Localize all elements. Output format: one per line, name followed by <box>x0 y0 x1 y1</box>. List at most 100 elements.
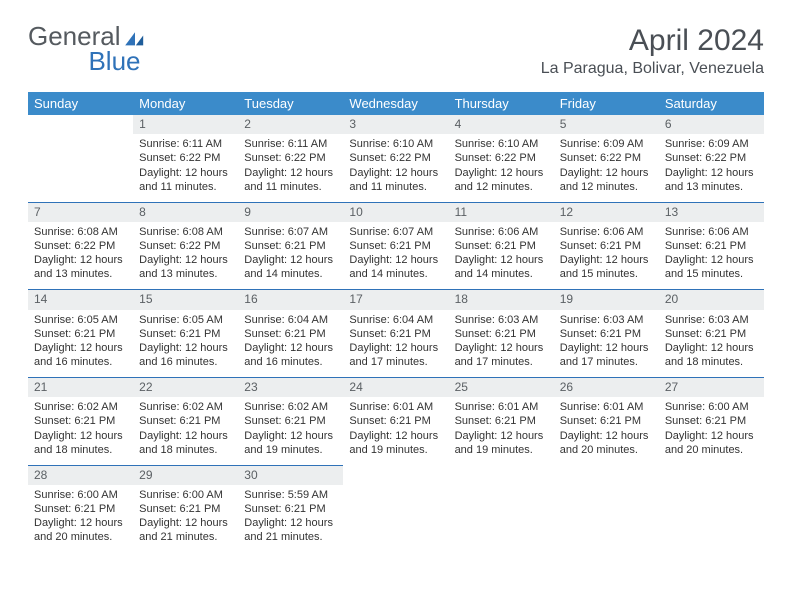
day-number: 14 <box>28 289 133 309</box>
calendar-week-row: 7Sunrise: 6:08 AMSunset: 6:22 PMDaylight… <box>28 202 764 290</box>
day-body: Sunrise: 6:04 AMSunset: 6:21 PMDaylight:… <box>238 310 343 377</box>
daylight-line: Daylight: 12 hours and 19 minutes. <box>349 429 442 457</box>
sunrise-line: Sunrise: 6:09 AM <box>665 137 758 151</box>
daylight-line: Daylight: 12 hours and 15 minutes. <box>665 253 758 281</box>
calendar-cell <box>554 465 659 553</box>
calendar-cell: 22Sunrise: 6:02 AMSunset: 6:21 PMDayligh… <box>133 377 238 465</box>
daylight-line: Daylight: 12 hours and 18 minutes. <box>665 341 758 369</box>
calendar-cell: 4 Sunrise: 6:10 AMSunset: 6:22 PMDaylight… <box>449 115 554 202</box>
day-body: Sunrise: 6:09 AMSunset: 6:22 PMDaylight:… <box>554 134 659 201</box>
sunrise-line: Sunrise: 6:01 AM <box>455 400 548 414</box>
day-body: Sunrise: 6:03 AMSunset: 6:21 PMDaylight:… <box>554 310 659 377</box>
day-body: Sunrise: 5:59 AMSunset: 6:21 PMDaylight:… <box>238 485 343 552</box>
sunrise-line: Sunrise: 6:06 AM <box>665 225 758 239</box>
sunset-line: Sunset: 6:21 PM <box>455 414 548 428</box>
day-body: Sunrise: 6:01 AMSunset: 6:21 PMDaylight:… <box>449 397 554 464</box>
daylight-line: Daylight: 12 hours and 20 minutes. <box>560 429 653 457</box>
daylight-line: Daylight: 12 hours and 13 minutes. <box>34 253 127 281</box>
sunset-line: Sunset: 6:21 PM <box>455 327 548 341</box>
sunset-line: Sunset: 6:22 PM <box>349 151 442 165</box>
sunrise-line: Sunrise: 6:04 AM <box>349 313 442 327</box>
calendar-cell <box>343 465 448 553</box>
day-body: Sunrise: 6:03 AMSunset: 6:21 PMDaylight:… <box>659 310 764 377</box>
logo-sail-icon <box>123 29 147 47</box>
calendar-cell: 1Sunrise: 6:11 AMSunset: 6:22 PMDaylight… <box>133 115 238 202</box>
day-body: Sunrise: 6:00 AMSunset: 6:21 PMDaylight:… <box>659 397 764 464</box>
sunset-line: Sunset: 6:21 PM <box>139 502 232 516</box>
daylight-line: Daylight: 12 hours and 16 minutes. <box>139 341 232 369</box>
calendar-cell: 28Sunrise: 6:00 AMSunset: 6:21 PMDayligh… <box>28 465 133 553</box>
calendar-week-row: 14Sunrise: 6:05 AMSunset: 6:21 PMDayligh… <box>28 289 764 377</box>
logo-text-general: General <box>28 24 121 49</box>
day-body: Sunrise: 6:08 AMSunset: 6:22 PMDaylight:… <box>133 222 238 289</box>
day-body: Sunrise: 6:06 AMSunset: 6:21 PMDaylight:… <box>659 222 764 289</box>
day-body: Sunrise: 6:07 AMSunset: 6:21 PMDaylight:… <box>343 222 448 289</box>
day-body: Sunrise: 6:11 AMSunset: 6:22 PMDaylight:… <box>238 134 343 201</box>
sunrise-line: Sunrise: 6:09 AM <box>560 137 653 151</box>
calendar-cell: 6Sunrise: 6:09 AMSunset: 6:22 PMDaylight… <box>659 115 764 202</box>
sunset-line: Sunset: 6:22 PM <box>455 151 548 165</box>
day-number: 4 <box>449 115 554 134</box>
day-body: Sunrise: 6:01 AMSunset: 6:21 PMDaylight:… <box>343 397 448 464</box>
daylight-line: Daylight: 12 hours and 11 minutes. <box>244 166 337 194</box>
day-number: 18 <box>449 289 554 309</box>
calendar-cell: 9Sunrise: 6:07 AMSunset: 6:21 PMDaylight… <box>238 202 343 290</box>
sunset-line: Sunset: 6:22 PM <box>244 151 337 165</box>
calendar-cell: 18Sunrise: 6:03 AMSunset: 6:21 PMDayligh… <box>449 289 554 377</box>
sunset-line: Sunset: 6:21 PM <box>139 414 232 428</box>
sunrise-line: Sunrise: 6:08 AM <box>34 225 127 239</box>
day-number: 27 <box>659 377 764 397</box>
daylight-line: Daylight: 12 hours and 18 minutes. <box>34 429 127 457</box>
daylight-line: Daylight: 12 hours and 11 minutes. <box>349 166 442 194</box>
daylight-line: Daylight: 12 hours and 11 minutes. <box>139 166 232 194</box>
day-body: Sunrise: 6:02 AMSunset: 6:21 PMDaylight:… <box>28 397 133 464</box>
calendar-cell: 19Sunrise: 6:03 AMSunset: 6:21 PMDayligh… <box>554 289 659 377</box>
calendar-cell: 24Sunrise: 6:01 AMSunset: 6:21 PMDayligh… <box>343 377 448 465</box>
daylight-line: Daylight: 12 hours and 12 minutes. <box>455 166 548 194</box>
sunrise-line: Sunrise: 6:03 AM <box>560 313 653 327</box>
daylight-line: Daylight: 12 hours and 20 minutes. <box>34 516 127 544</box>
weekday-header: Sunday <box>28 92 133 115</box>
sunrise-line: Sunrise: 6:08 AM <box>139 225 232 239</box>
sunset-line: Sunset: 6:21 PM <box>349 239 442 253</box>
sunrise-line: Sunrise: 6:07 AM <box>244 225 337 239</box>
daylight-line: Daylight: 12 hours and 21 minutes. <box>244 516 337 544</box>
logo-text-blue: Blue <box>28 49 147 74</box>
day-number: 25 <box>449 377 554 397</box>
day-body: Sunrise: 6:06 AMSunset: 6:21 PMDaylight:… <box>449 222 554 289</box>
day-body: Sunrise: 6:00 AMSunset: 6:21 PMDaylight:… <box>133 485 238 552</box>
daylight-line: Daylight: 12 hours and 21 minutes. <box>139 516 232 544</box>
day-number: 23 <box>238 377 343 397</box>
sunrise-line: Sunrise: 6:06 AM <box>560 225 653 239</box>
sunset-line: Sunset: 6:22 PM <box>665 151 758 165</box>
day-number: 1 <box>133 115 238 134</box>
day-number: 22 <box>133 377 238 397</box>
day-body: Sunrise: 6:02 AMSunset: 6:21 PMDaylight:… <box>238 397 343 464</box>
day-body: Sunrise: 6:10 AMSunset: 6:22 PMDaylight:… <box>343 134 448 201</box>
sunset-line: Sunset: 6:21 PM <box>560 414 653 428</box>
daylight-line: Daylight: 12 hours and 16 minutes. <box>244 341 337 369</box>
calendar-cell <box>28 115 133 202</box>
sunrise-line: Sunrise: 6:10 AM <box>455 137 548 151</box>
day-number: 28 <box>28 465 133 485</box>
day-number: 29 <box>133 465 238 485</box>
sunset-line: Sunset: 6:21 PM <box>139 327 232 341</box>
day-body: Sunrise: 6:01 AMSunset: 6:21 PMDaylight:… <box>554 397 659 464</box>
daylight-line: Daylight: 12 hours and 16 minutes. <box>34 341 127 369</box>
sunrise-line: Sunrise: 6:02 AM <box>34 400 127 414</box>
day-number: 17 <box>343 289 448 309</box>
daylight-line: Daylight: 12 hours and 12 minutes. <box>560 166 653 194</box>
calendar-cell: 8Sunrise: 6:08 AMSunset: 6:22 PMDaylight… <box>133 202 238 290</box>
calendar-table: Sunday Monday Tuesday Wednesday Thursday… <box>28 92 764 552</box>
day-number: 30 <box>238 465 343 485</box>
sunset-line: Sunset: 6:21 PM <box>665 414 758 428</box>
calendar-week-row: 28Sunrise: 6:00 AMSunset: 6:21 PMDayligh… <box>28 465 764 553</box>
day-body: Sunrise: 6:11 AMSunset: 6:22 PMDaylight:… <box>133 134 238 201</box>
day-number: 20 <box>659 289 764 309</box>
daylight-line: Daylight: 12 hours and 17 minutes. <box>349 341 442 369</box>
calendar-cell: 21Sunrise: 6:02 AMSunset: 6:21 PMDayligh… <box>28 377 133 465</box>
sunrise-line: Sunrise: 6:11 AM <box>244 137 337 151</box>
day-body: Sunrise: 6:03 AMSunset: 6:21 PMDaylight:… <box>449 310 554 377</box>
weekday-header: Thursday <box>449 92 554 115</box>
calendar-cell: 3Sunrise: 6:10 AMSunset: 6:22 PMDaylight… <box>343 115 448 202</box>
